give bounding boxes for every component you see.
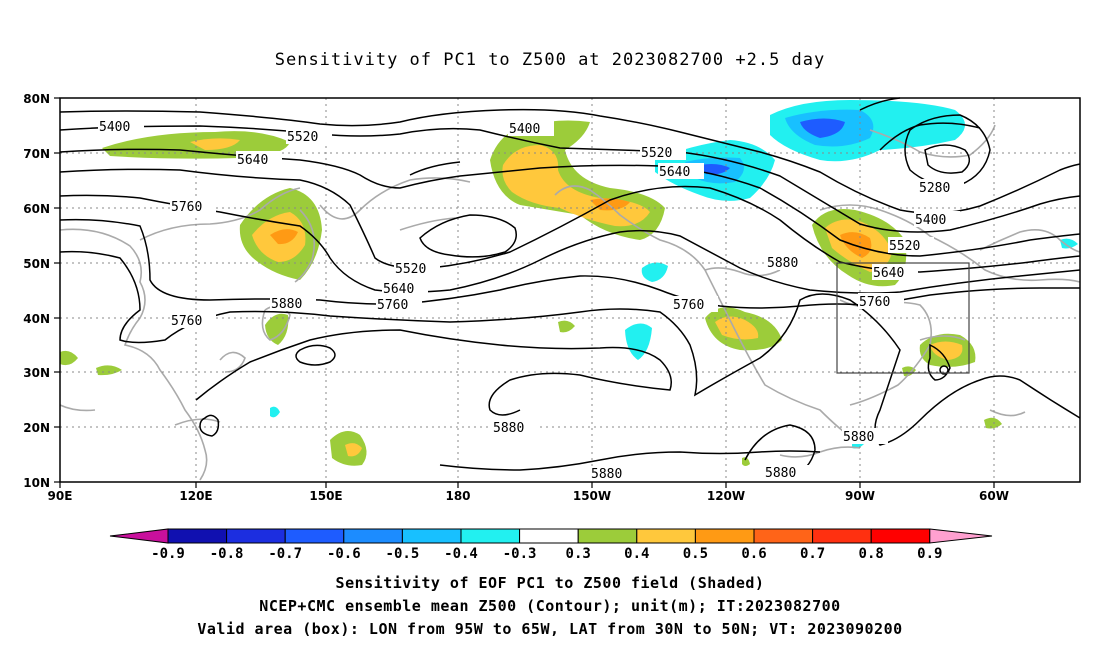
contour-label: 5880: [493, 421, 524, 436]
colorbar-cell: [226, 528, 286, 544]
map-border: [59, 97, 1081, 483]
caption-valid-area: Valid area (box): LON from 95W to 65W, L…: [197, 620, 903, 638]
lat-label: 50N: [23, 257, 50, 271]
contour-label: 5400: [99, 120, 130, 135]
contour-label: 5760: [377, 298, 408, 313]
lon-label: 90E: [48, 489, 73, 503]
coastlines: [59, 124, 1081, 481]
colorbar-label: 0.7: [800, 546, 825, 562]
lat-label: 80N: [23, 92, 50, 106]
caption-shaded: Sensitivity of EOF PC1 to Z500 field (Sh…: [335, 574, 765, 592]
contour-label: 5760: [171, 200, 202, 215]
colorbar-label: -0.7: [268, 546, 302, 562]
lon-label: 90W: [845, 489, 875, 503]
contour-label: 5280: [919, 181, 950, 196]
contour-label: 5400: [509, 122, 540, 137]
colorbar-cell: [401, 528, 462, 544]
colorbar-label: -0.3: [503, 546, 537, 562]
lon-label: 120W: [707, 489, 745, 503]
contour-label: 5520: [287, 130, 318, 145]
colorbar-label: -0.8: [210, 546, 244, 562]
colorbar-cell: [109, 528, 169, 544]
contour-label: 5880: [843, 430, 874, 445]
colorbar-cell: [753, 528, 814, 544]
colorbar-cell: [812, 528, 872, 544]
lon-label: 150E: [309, 489, 342, 503]
contour-label: 5760: [673, 298, 704, 313]
contour-label: 5520: [395, 262, 426, 277]
lat-label: 70N: [23, 147, 50, 161]
colorbar-label: -0.4: [444, 546, 478, 562]
lon-label: 150W: [573, 489, 611, 503]
lat-label: 40N: [23, 312, 50, 326]
colorbar-label: 0.5: [683, 546, 708, 562]
contour-label: 5880: [765, 466, 796, 481]
contour-label: 5640: [873, 266, 904, 281]
colorbar-label: -0.6: [327, 546, 361, 562]
caption-contour: NCEP+CMC ensemble mean Z500 (Contour); u…: [259, 597, 841, 615]
contour-label: 5400: [915, 213, 946, 228]
shaded-regions: [60, 100, 1078, 466]
map-title: Sensitivity of PC1 to Z500 at 2023082700…: [274, 50, 826, 70]
contour-label: 5640: [383, 282, 414, 297]
contour-label: 5640: [659, 165, 690, 180]
gridlines: [60, 98, 1080, 482]
colorbar: -0.9 -0.8 -0.7 -0.6 -0.5 -0.4 -0.3 0.3 0…: [109, 528, 993, 562]
colorbar-label: 0.6: [741, 546, 766, 562]
colorbar-label: -0.5: [386, 546, 420, 562]
contour-label: 5520: [889, 239, 920, 254]
contour-label: 5880: [591, 467, 622, 482]
colorbar-cell: [636, 528, 696, 544]
colorbar-cell: [343, 528, 403, 544]
colorbar-cell: [694, 528, 755, 544]
colorbar-label: 0.8: [859, 546, 884, 562]
colorbar-label: 0.3: [566, 546, 591, 562]
valid-area-box: [836, 262, 970, 374]
contour-label: 5760: [859, 295, 890, 310]
lat-label: 60N: [23, 202, 50, 216]
colorbar-cell: [519, 528, 579, 544]
colorbar-cell: [167, 528, 228, 544]
colorbar-label: 0.9: [917, 546, 942, 562]
lat-label: 10N: [23, 476, 50, 490]
contour-label: 5520: [641, 146, 672, 161]
axis-ticks: [54, 97, 995, 488]
contour-label: 5880: [767, 256, 798, 271]
colorbar-cell: [577, 528, 638, 544]
colorbar-label: -0.9: [151, 546, 185, 562]
contour-label: 5760: [171, 314, 202, 329]
contour-label: 5640: [237, 153, 268, 168]
lon-label: 120E: [179, 489, 212, 503]
colorbar-label: 0.4: [624, 546, 649, 562]
lat-label: 20N: [23, 421, 50, 435]
colorbar-cell: [870, 528, 931, 544]
colorbar-cell: [929, 528, 993, 544]
contour-label: 5880: [271, 297, 302, 312]
colorbar-cell: [284, 528, 345, 544]
lat-label: 30N: [23, 366, 50, 380]
lon-label: 60W: [979, 489, 1009, 503]
colorbar-cell: [460, 528, 521, 544]
lon-label: 180: [445, 489, 470, 503]
